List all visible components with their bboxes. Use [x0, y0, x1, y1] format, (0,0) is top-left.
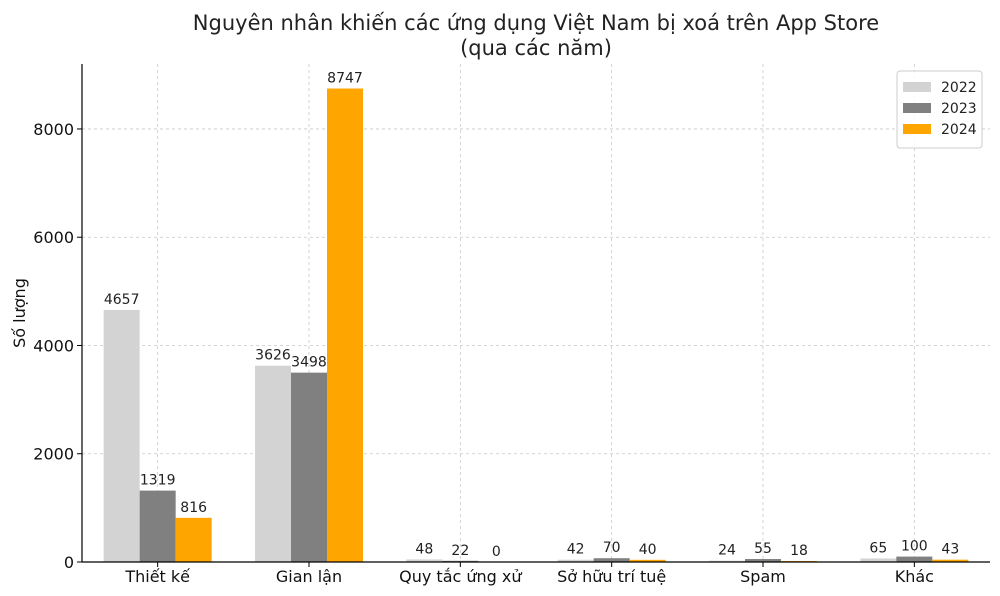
y-tick-label: 4000 — [33, 336, 74, 355]
bar — [103, 309, 140, 562]
data-label: 4657 — [104, 292, 140, 308]
data-label: 22 — [451, 543, 469, 559]
x-tick-label: Sở hữu trí tuệ — [557, 567, 666, 586]
axes: 0 2000 4000 6000 8000 Thiết kế Gian lận Quy tắc… — [33, 64, 990, 586]
y-tick-label: 2000 — [33, 445, 74, 464]
data-labels: 4657 3626 48 42 24 65 1319 3498 22 70 55 100 816 8747… — [104, 71, 959, 560]
bar — [291, 372, 327, 562]
bar — [175, 517, 212, 562]
chart-title: Nguyên nhân khiến các ứng dụng Việt Nam … — [193, 11, 879, 35]
legend-swatch — [903, 103, 931, 113]
legend-label: 2023 — [941, 101, 977, 117]
data-label: 18 — [790, 543, 808, 559]
bar — [593, 558, 630, 562]
bar — [327, 88, 363, 562]
data-label: 48 — [415, 541, 433, 557]
grid — [82, 64, 990, 563]
data-label: 1319 — [140, 473, 176, 489]
data-label: 55 — [754, 541, 772, 557]
x-tick-label: Gian lận — [276, 567, 342, 586]
legend-swatch — [903, 82, 931, 92]
data-label: 3498 — [291, 355, 327, 371]
bar — [896, 556, 933, 562]
data-label: 65 — [869, 540, 887, 556]
y-tick-label: 0 — [64, 553, 74, 572]
x-tick-label: Thiết kế — [124, 567, 190, 586]
data-label: 24 — [718, 543, 736, 559]
x-tick-label: Khác — [895, 567, 934, 586]
data-label: 40 — [639, 542, 657, 558]
data-label: 43 — [941, 542, 959, 558]
bar — [629, 559, 666, 562]
y-tick-label: 8000 — [33, 120, 74, 139]
bar — [932, 559, 969, 562]
bar — [709, 560, 745, 562]
bars — [103, 88, 969, 562]
bar — [406, 559, 443, 562]
legend: 2022 2023 2024 — [896, 70, 983, 149]
bar — [557, 559, 594, 562]
chart-subtitle: (qua các năm) — [460, 36, 612, 60]
bar — [860, 558, 897, 562]
legend-swatch — [903, 124, 931, 134]
bar — [745, 559, 781, 562]
data-label: 42 — [567, 542, 585, 558]
bar — [139, 490, 176, 562]
data-label: 70 — [603, 540, 621, 556]
bar — [255, 365, 291, 562]
x-tick-label: Quy tắc ứng xử — [399, 567, 522, 586]
legend-label: 2024 — [941, 122, 977, 138]
x-tick-label: Spam — [740, 567, 786, 586]
legend-label: 2022 — [941, 80, 977, 96]
data-label: 3626 — [255, 348, 291, 364]
y-tick-label: 6000 — [33, 228, 74, 247]
data-label: 100 — [901, 539, 928, 555]
y-axis-label: Số lượng — [10, 278, 29, 348]
data-label: 0 — [492, 544, 501, 560]
data-label: 816 — [180, 500, 207, 516]
data-label: 8747 — [327, 71, 363, 87]
